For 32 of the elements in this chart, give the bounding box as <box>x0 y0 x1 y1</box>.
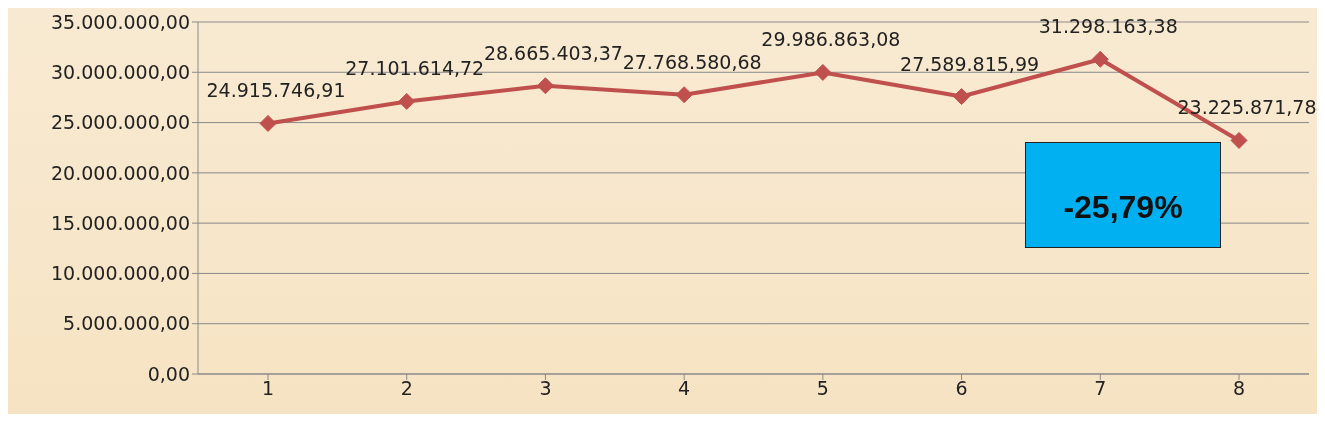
point <box>953 88 971 106</box>
y-tick-label: 15.000.000,00 <box>50 211 190 234</box>
x-tick-label: 5 <box>816 377 829 400</box>
annotation: -25,79% <box>1025 142 1221 248</box>
y-tick-label: 25.000.000,00 <box>50 111 190 134</box>
y-tick-label: 30.000.000,00 <box>50 61 190 84</box>
data-label: 31.298.163,38 <box>1038 15 1178 38</box>
y-tick-label: 0,00 <box>147 362 190 385</box>
y-tick-label: 10.000.000,00 <box>50 262 190 285</box>
point <box>259 114 277 132</box>
point <box>398 92 416 110</box>
y-tick-label: 35.000.000,00 <box>50 10 190 33</box>
y-tick-label: 20.000.000,00 <box>50 161 190 184</box>
x-tick-label: 6 <box>955 377 968 400</box>
x-tick-label: 3 <box>539 377 552 400</box>
data-label: 27.101.614,72 <box>345 57 485 80</box>
point <box>536 77 554 95</box>
point <box>814 63 832 81</box>
x-tick-label: 2 <box>400 377 413 400</box>
x-tick-label: 7 <box>1094 377 1107 400</box>
data-label: 27.589.815,99 <box>900 52 1040 75</box>
data-label: 28.665.403,37 <box>483 41 623 64</box>
y-tick-label: 5.000.000,00 <box>63 312 190 335</box>
point <box>1230 131 1248 149</box>
x-tick-label: 1 <box>261 377 275 400</box>
data-label: 29.986.863,08 <box>761 28 901 51</box>
x-tick-label: 4 <box>678 377 691 400</box>
data-label: 24.915.746,91 <box>206 79 346 102</box>
point <box>675 86 693 104</box>
data-label: 27.768.580,68 <box>622 50 762 73</box>
x-tick-label: 8 <box>1232 377 1246 400</box>
point <box>1091 50 1109 68</box>
